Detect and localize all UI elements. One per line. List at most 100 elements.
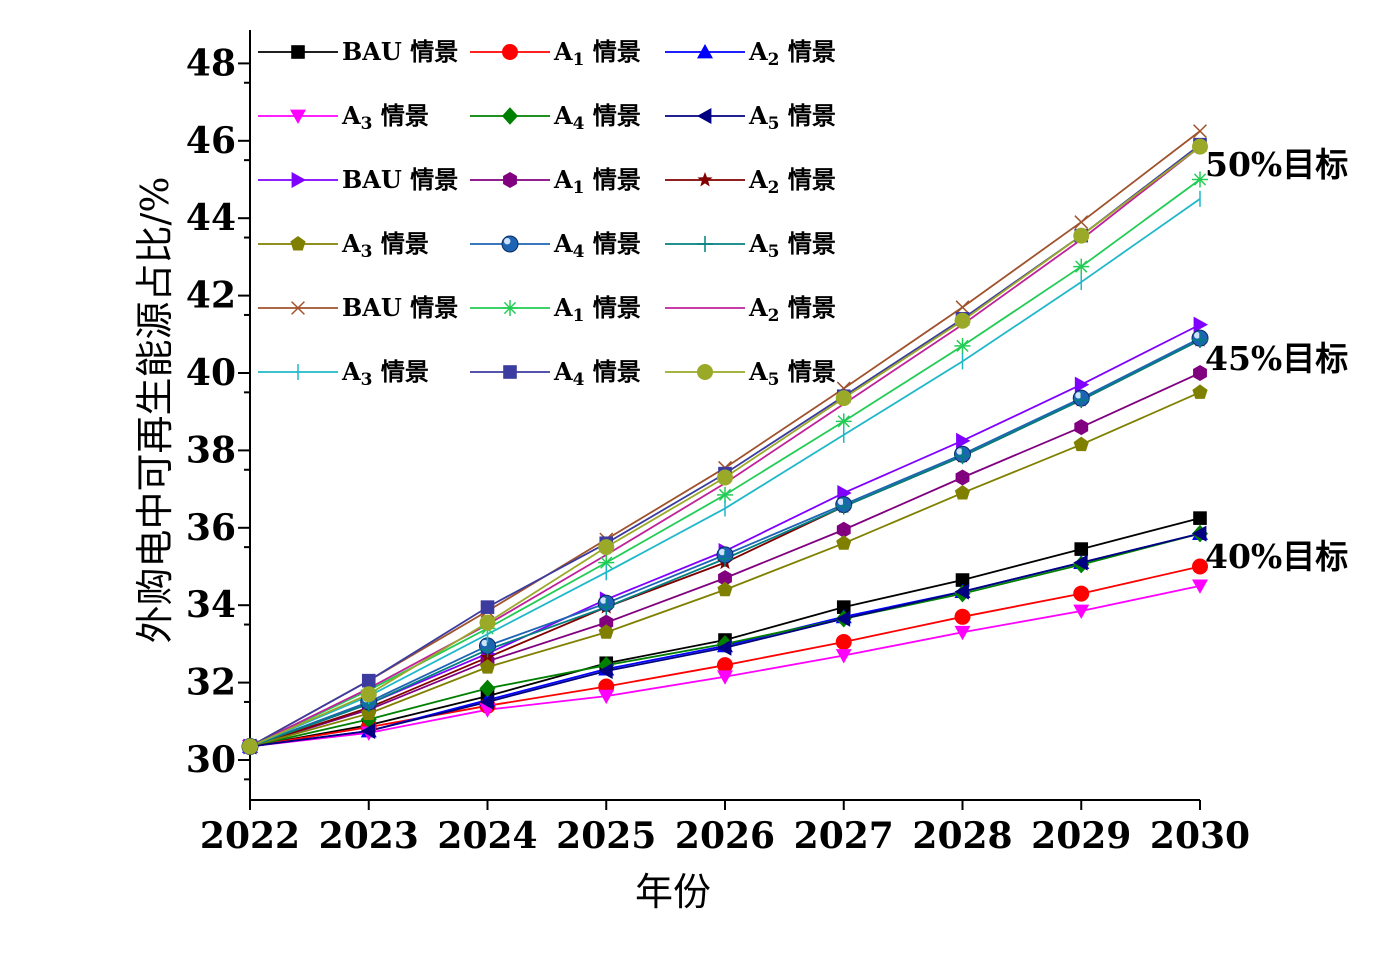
series-marker [956, 432, 971, 449]
y-tick-label: 40 [186, 352, 236, 394]
series-marker [835, 498, 852, 515]
legend: BAU 情景 A1 情景 A2 情景 A3 情景 A4 情景 A5 情景 BAU 情景 A1 … [258, 37, 836, 390]
series-marker [599, 614, 614, 631]
series-marker [598, 689, 615, 705]
series-line [249, 339, 1201, 748]
series-marker [360, 722, 376, 739]
series-marker [503, 365, 517, 379]
legend-label: A3 情景 [341, 229, 429, 262]
x-tick-label: 2029 [1031, 815, 1131, 857]
series-marker [955, 300, 970, 315]
legend-label: BAU 情景 [342, 293, 458, 322]
target-label: 45%目标 [1205, 339, 1348, 378]
series-marker [1193, 365, 1207, 381]
y-tick-label: 42 [186, 275, 236, 317]
series-marker [1073, 604, 1090, 620]
series-marker [836, 521, 851, 538]
legend-label: A3 情景 [341, 101, 429, 134]
legend-label: A4 情景 [553, 229, 641, 262]
axes: 30 32 34 36 38 40 42 44 46 48 2022 2023 2024 2025 2026… [186, 30, 1250, 857]
x-tick-label: 2027 [794, 815, 894, 857]
legend-item: BAU 情景 [258, 165, 458, 194]
legend-label: A4 情景 [553, 357, 641, 390]
series-marker [1073, 227, 1090, 244]
series-marker [479, 659, 496, 674]
x-tick-label: 2022 [200, 815, 300, 857]
series-marker [1192, 579, 1208, 594]
legend-item: A2 情景 [665, 165, 836, 198]
series-marker [479, 693, 494, 710]
series-marker [697, 236, 713, 252]
series-marker [836, 600, 851, 614]
series-marker [955, 573, 970, 587]
legend-label: A4 情景 [553, 101, 641, 134]
y-tick-label: 32 [186, 662, 236, 704]
legend-item: BAU 情景 [258, 37, 458, 66]
y-tick-label: 38 [186, 429, 236, 471]
y-tick-label: 44 [186, 197, 236, 239]
series-markers [241, 124, 1209, 756]
series-marker [501, 235, 519, 253]
target-label: 40%目标 [1205, 537, 1348, 576]
series-marker [955, 469, 970, 486]
x-tick-label: 2028 [912, 815, 1012, 857]
series-marker [697, 44, 713, 59]
series-marker [480, 600, 495, 614]
series-marker [954, 583, 969, 600]
legend-label: A3 情景 [341, 357, 429, 390]
series-marker [717, 657, 733, 674]
legend-label: A5 情景 [748, 229, 836, 262]
series-marker [502, 107, 518, 125]
series-marker [954, 337, 971, 354]
legend-label: BAU 情景 [342, 165, 458, 194]
legend-item: A5 情景 [665, 101, 836, 134]
series-lines [249, 130, 1201, 748]
series-line [249, 130, 1201, 748]
series-marker [1074, 542, 1089, 556]
series-marker [360, 686, 377, 703]
series-marker [717, 581, 733, 597]
legend-label: A2 情景 [748, 293, 836, 326]
series-line [249, 339, 1201, 748]
series-marker [361, 673, 376, 688]
legend-label: A5 情景 [748, 357, 836, 390]
series-marker [479, 614, 496, 631]
series-line [249, 337, 1201, 748]
series-marker [954, 608, 971, 625]
series-marker [835, 390, 852, 407]
legend-item: A3 情景 [258, 229, 429, 262]
series-marker [717, 469, 733, 486]
series-marker [598, 662, 613, 679]
series-marker [717, 550, 733, 567]
series-marker [1073, 436, 1089, 452]
series-marker [1192, 525, 1207, 542]
legend-item: A4 情景 [470, 229, 641, 262]
y-tick-label: 30 [186, 739, 236, 781]
series-marker [1074, 215, 1089, 230]
y-tick-label: 48 [186, 42, 236, 84]
legend-item: A3 情景 [258, 357, 429, 390]
series-marker [835, 649, 852, 664]
series-marker [291, 172, 306, 188]
series-marker [1192, 138, 1208, 155]
series-marker [290, 109, 306, 124]
series-marker [598, 624, 614, 639]
legend-item: A5 情景 [665, 229, 836, 262]
series-marker [1192, 171, 1208, 188]
legend-label: A2 情景 [748, 165, 836, 198]
legend-item: A4 情景 [470, 357, 641, 390]
series-marker [479, 679, 496, 698]
legend-item: A3 情景 [258, 101, 429, 134]
series-marker [1073, 554, 1088, 571]
series-marker [835, 610, 851, 627]
x-tick-label: 2025 [556, 815, 656, 857]
legend-item: A5 情景 [665, 357, 836, 390]
legend-item: BAU 情景 [258, 293, 458, 322]
x-tick-label: 2023 [319, 815, 419, 857]
series-marker [697, 172, 713, 187]
series-marker [502, 300, 518, 316]
series-marker [1073, 585, 1090, 602]
legend-item: A4 情景 [470, 101, 641, 134]
target-annotations: 40%目标 45%目标 50%目标 [1205, 145, 1348, 576]
